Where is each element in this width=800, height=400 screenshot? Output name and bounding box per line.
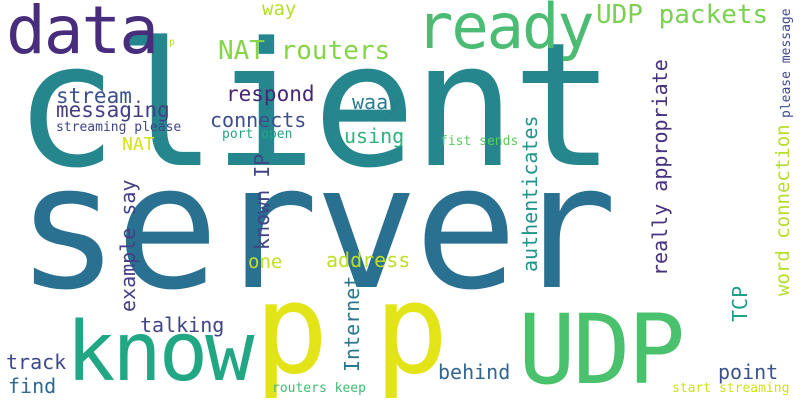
word-using: using xyxy=(344,124,405,148)
word-word-connection: word connection xyxy=(772,124,794,296)
word-behind: behind xyxy=(438,360,511,384)
word-port-open: port open xyxy=(222,127,293,142)
word-talking: talking xyxy=(140,313,225,337)
word-connects: connects xyxy=(210,108,307,132)
word-nat: NAT xyxy=(122,134,155,155)
word-server: server xyxy=(16,127,617,328)
word-waay: waay xyxy=(352,90,401,114)
word-address: address xyxy=(326,248,411,272)
word-udp-packets: UDP packets xyxy=(596,0,769,30)
word-respond: respond xyxy=(226,82,315,106)
word-streaming-please: streaming please xyxy=(56,120,182,135)
word-please-message: please message xyxy=(779,8,794,118)
word-internet: Internet xyxy=(340,275,364,372)
word-messaging: messaging xyxy=(56,98,170,122)
word-track: track xyxy=(6,350,67,374)
word-data: data xyxy=(6,0,159,69)
word-ready: ready xyxy=(416,0,595,63)
word-udp: UDP xyxy=(518,294,685,400)
word-p-large-1: p xyxy=(254,258,329,400)
word-point: point xyxy=(718,360,779,384)
word-routers-keep: routers keep xyxy=(272,381,366,396)
word-authenticates: authenticates xyxy=(518,115,542,272)
word-stream: stream xyxy=(56,84,132,108)
word-find: find xyxy=(8,374,57,398)
word-client: client xyxy=(14,5,615,206)
word-nat-routers: NAT routers xyxy=(218,36,391,66)
word-fist-sends: fist sends xyxy=(440,134,519,149)
word-start-streaming: start streaming xyxy=(672,381,790,396)
word-really-appropriate: really appropriate xyxy=(648,59,672,276)
word-one: one xyxy=(248,251,283,273)
word-known-ip: known IP xyxy=(250,153,274,250)
word-p-small: p xyxy=(169,37,176,48)
word-know: know xyxy=(66,305,254,400)
word-p-large-2: p xyxy=(374,258,449,400)
word-example-say: example say xyxy=(116,179,140,312)
word-way: way xyxy=(262,0,297,20)
word-tcp: TCP xyxy=(728,285,752,322)
